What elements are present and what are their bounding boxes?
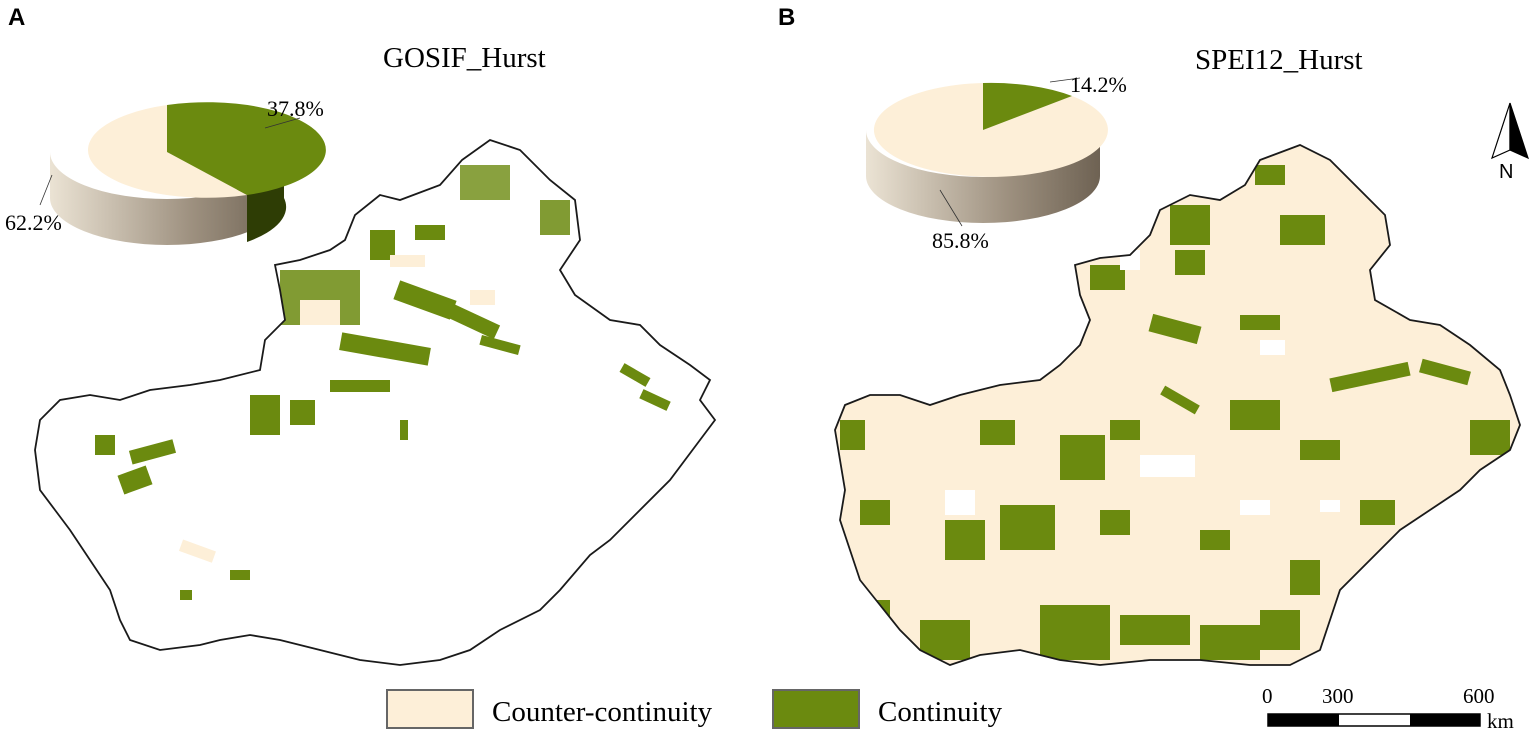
pie-chart-b xyxy=(866,77,1108,227)
pie-b-side xyxy=(866,130,1100,223)
legend-label-counter: Counter-continuity xyxy=(492,696,713,728)
pie-a-side-continuity xyxy=(247,152,287,242)
map-a-continuity-patches xyxy=(95,165,671,600)
panel-letter-b: B xyxy=(778,4,796,31)
pie-b-continuity-label: 14.2% xyxy=(1070,72,1127,97)
legend-swatch-continuity xyxy=(772,689,860,729)
pie-a-slice-continuity xyxy=(167,102,326,195)
pie-b-slice-counter xyxy=(873,83,1108,177)
scale-bar xyxy=(1267,713,1481,727)
scale-unit: km xyxy=(1487,709,1514,733)
legend-swatch-counter xyxy=(386,689,474,729)
pie-a-counter-label: 62.2% xyxy=(5,210,62,235)
map-a xyxy=(34,139,716,666)
pie-b-counter-label: 85.8% xyxy=(932,228,989,253)
scale-tick-0: 0 xyxy=(1262,684,1273,708)
panel-title-a: GOSIF_Hurst xyxy=(383,42,546,74)
pie-a-side xyxy=(50,152,284,245)
map-b-continuity-patches xyxy=(840,165,1510,660)
panel-title-b: SPEI12_Hurst xyxy=(1195,44,1363,76)
pie-a-continuity-label: 37.8% xyxy=(267,96,324,121)
panel-letter-a: A xyxy=(8,4,26,31)
scale-tick-600: 600 xyxy=(1463,684,1495,708)
north-arrow-icon xyxy=(1491,102,1529,160)
pie-a-slice-counter xyxy=(87,105,247,198)
pie-b-slice-continuity xyxy=(983,82,1072,130)
scale-tick-300: 300 xyxy=(1322,684,1354,708)
map-b xyxy=(834,144,1521,666)
legend-label-continuity: Continuity xyxy=(878,696,1003,728)
north-label: N xyxy=(1499,161,1514,183)
pie-chart-a xyxy=(39,102,326,245)
